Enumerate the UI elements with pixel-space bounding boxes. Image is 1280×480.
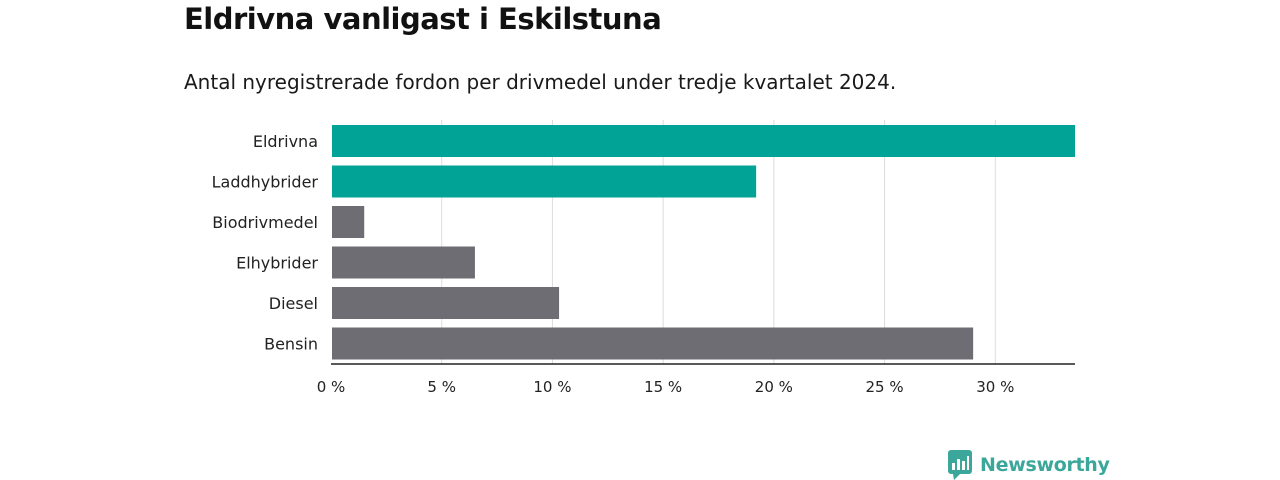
chart-subtitle: Antal nyregistrerade fordon per drivmede… [184, 70, 897, 94]
category-label: Diesel [269, 294, 318, 313]
chart-title: Eldrivna vanligast i Eskilstuna [184, 2, 662, 36]
x-tick-label: 15 % [644, 378, 682, 396]
category-labels: Eldrivna Laddhybrider Biodrivmedel Elhybrid… [212, 132, 319, 354]
bar-diesel [332, 287, 560, 319]
x-tick-label: 30 % [976, 378, 1014, 396]
newsworthy-logo-icon [948, 450, 972, 480]
category-label: Biodrivmedel [212, 213, 318, 232]
bar-biodrivmedel [332, 206, 365, 238]
gridlines [441, 120, 996, 364]
x-tick-label: 20 % [755, 378, 793, 396]
bars [332, 125, 1075, 360]
brand-logo: Newsworthy [948, 450, 1110, 480]
x-tick-labels: 0 % 5 % 10 % 15 % 20 % 25 % 30 % [317, 378, 1015, 396]
bar-elhybrider [332, 246, 475, 279]
x-tick-label: 5 % [427, 378, 456, 396]
bar-bensin [332, 327, 974, 360]
category-label: Laddhybrider [212, 173, 319, 192]
x-tick-label: 0 % [317, 378, 346, 396]
category-label: Bensin [264, 335, 318, 354]
x-tick-label: 25 % [866, 378, 904, 396]
category-label: Eldrivna [253, 132, 318, 151]
brand-name: Newsworthy [980, 454, 1110, 476]
x-tick-label: 10 % [533, 378, 571, 396]
bar-eldrivna [332, 125, 1075, 157]
category-label: Elhybrider [236, 254, 318, 273]
bar-laddhybrider [332, 165, 757, 198]
